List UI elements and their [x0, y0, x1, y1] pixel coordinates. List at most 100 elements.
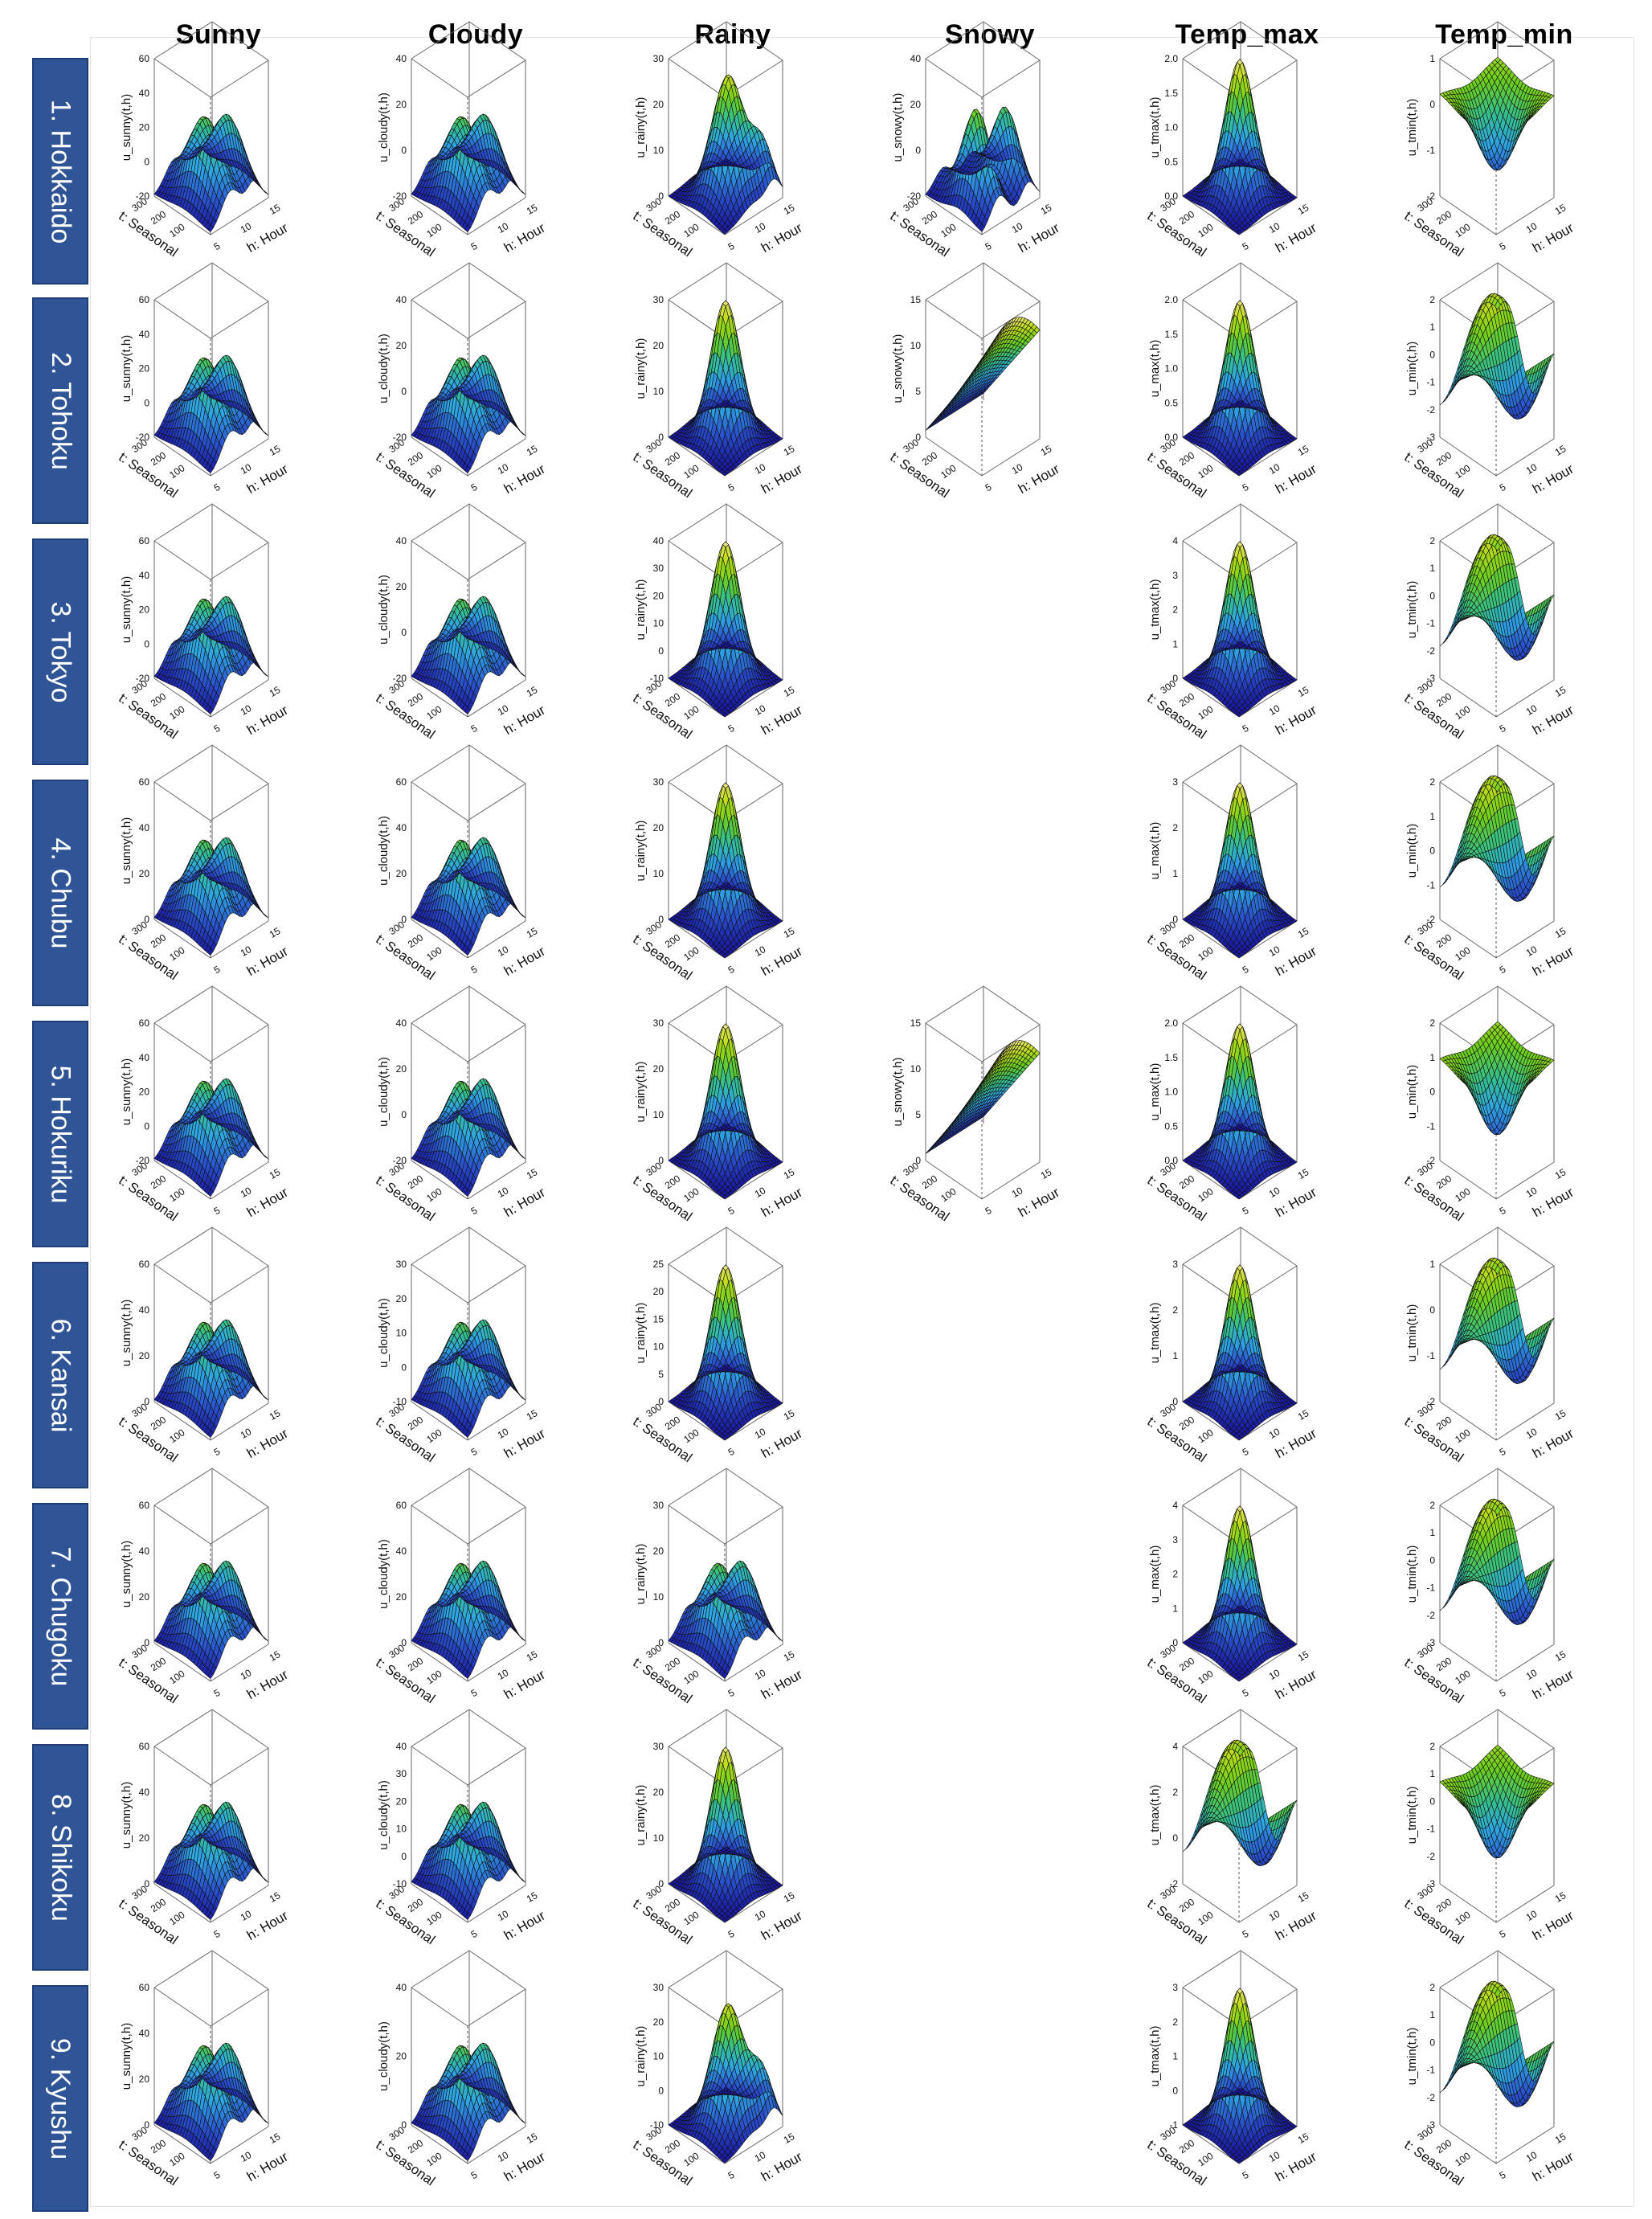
- z-tick-label: 0: [1429, 99, 1435, 110]
- region-label-text: 4. Chubu: [45, 837, 76, 948]
- z-tick-label: 1.5: [1164, 329, 1178, 340]
- axis-box-edge: [1238, 197, 1298, 235]
- surface-facet: [209, 396, 215, 400]
- y-tick-label: 10: [1524, 220, 1540, 235]
- surface-mesh: [1182, 59, 1298, 235]
- y-tick-label: 5: [469, 240, 480, 253]
- y-tick-label: 5: [983, 481, 994, 494]
- axis-box-edge: [411, 58, 468, 98]
- y-tick-label: 10: [753, 220, 768, 235]
- figure-frame: [90, 37, 1634, 2207]
- axis-box-edge: [668, 262, 727, 301]
- surface-facet: [466, 155, 472, 159]
- x-tick-label: 200: [920, 208, 940, 227]
- axis-box-edge: [210, 438, 269, 477]
- axis-box-edge: [467, 197, 526, 235]
- z-tick-label: 20: [653, 340, 664, 351]
- axis-box-edge: [925, 299, 983, 339]
- z-axis-label: u_tmin(t,h): [1405, 99, 1419, 157]
- axis-box-edge: [981, 59, 1041, 98]
- axis-box-edge: [467, 438, 526, 477]
- surface-facet: [1237, 158, 1245, 163]
- surface-mesh: [925, 317, 1041, 431]
- axis-box-edge: [1240, 262, 1298, 302]
- z-tick-label: 60: [139, 294, 150, 305]
- region-label-text: 3. Tokyo: [45, 601, 76, 702]
- region-label-6: 6. Kansai: [32, 1262, 88, 1488]
- surface-mesh: [925, 106, 1041, 232]
- y-axis-label: h: Hour: [244, 220, 291, 256]
- z-tick-label: -2: [1426, 190, 1435, 202]
- axis-box-edge: [411, 195, 468, 235]
- z-axis-label: u_max(t,h): [1148, 340, 1162, 398]
- axis-box-edge: [467, 59, 526, 98]
- z-tick-label: -1: [1426, 145, 1435, 156]
- x-tick-label: 200: [149, 449, 169, 468]
- y-tick-label: 10: [496, 220, 511, 235]
- z-tick-label: 15: [910, 294, 922, 305]
- surface-panel-temp_min-2: 2 1 0 -1 -2 -3 u_min(t,h) 100 200 300 t: Seasonal 5…: [1376, 262, 1633, 527]
- x-tick-label: 100: [167, 221, 187, 240]
- z-tick-label: -20: [136, 190, 150, 202]
- surface-panel-cloudy-2: 40 20 0 -20 u_cloudy(t,h) 100 200 300 t: Seasona…: [347, 262, 604, 527]
- z-tick-label: 0: [144, 156, 149, 167]
- axis-box-edge: [153, 436, 211, 477]
- z-tick-label: 1: [1429, 53, 1435, 64]
- surface-facet: [466, 396, 472, 400]
- region-label-text: 6. Kansai: [45, 1318, 76, 1432]
- region-label-text: 7. Chugoku: [45, 1546, 76, 1686]
- axis-box-edge: [210, 197, 269, 235]
- surface-facet: [1445, 389, 1452, 399]
- region-label-9: 9. Kyushu: [32, 1985, 88, 2212]
- y-axis-label: h: Hour: [244, 461, 291, 497]
- region-label-text: 5. Hokuriku: [45, 1065, 76, 1203]
- axis-box-edge: [668, 58, 726, 98]
- surface-panel-snowy-2: 15 10 5 0 u_snowy(t,h) 100 200 300 t: Seasonal 5 1…: [861, 262, 1118, 527]
- y-tick-label: 5: [726, 481, 737, 494]
- z-axis-label: u_snowy(t,h): [891, 334, 905, 403]
- z-tick-label: 10: [653, 145, 664, 156]
- region-label-4: 4. Chubu: [32, 780, 88, 1006]
- y-tick-label: 15: [782, 202, 797, 217]
- axis-box-edge: [981, 438, 1041, 477]
- z-tick-label: 60: [139, 53, 150, 64]
- y-tick-label: 15: [1296, 202, 1311, 217]
- y-tick-label: 15: [268, 443, 283, 458]
- y-tick-label: 10: [239, 461, 254, 477]
- y-tick-label: 10: [1010, 461, 1025, 477]
- y-tick-label: 15: [525, 202, 540, 217]
- column-header-cloudy: Cloudy: [347, 19, 604, 51]
- z-tick-label: 2.0: [1164, 53, 1178, 64]
- axis-box-edge: [1439, 436, 1497, 477]
- z-tick-label: 0: [658, 432, 664, 443]
- axis-box-edge: [411, 436, 468, 477]
- surface-mesh: [153, 354, 269, 474]
- surface-panel-temp_max-1: 2.0 1.5 1.0 0.5 0.0 u_tmax(t,h) 100 200 300 t: Se…: [1118, 21, 1376, 286]
- y-tick-label: 5: [469, 481, 480, 494]
- z-axis-label: u_sunny(t,h): [120, 335, 133, 402]
- region-label-text: 1. Hokkaido: [45, 99, 76, 244]
- surface-mesh: [411, 354, 526, 474]
- axis-box-edge: [1182, 262, 1241, 301]
- surface-facet: [722, 399, 730, 404]
- y-tick-label: 10: [1010, 220, 1025, 235]
- surface-facet: [1237, 399, 1245, 404]
- axis-box-edge: [153, 262, 213, 301]
- axis-box-edge: [983, 262, 1041, 302]
- axis-box-edge: [411, 262, 470, 301]
- surface-mesh: [1439, 56, 1555, 171]
- y-tick-label: 15: [1039, 443, 1054, 458]
- region-label-7: 7. Chugoku: [32, 1503, 88, 1730]
- y-tick-label: 5: [726, 240, 737, 253]
- surface-facet: [1494, 56, 1501, 63]
- axis-box-edge: [1439, 21, 1499, 59]
- axis-box-edge: [1495, 197, 1555, 235]
- z-tick-label: 0.5: [1164, 156, 1178, 167]
- axis-box-edge: [925, 21, 984, 59]
- axis-box-edge: [1495, 438, 1555, 477]
- y-tick-label: 10: [239, 220, 254, 235]
